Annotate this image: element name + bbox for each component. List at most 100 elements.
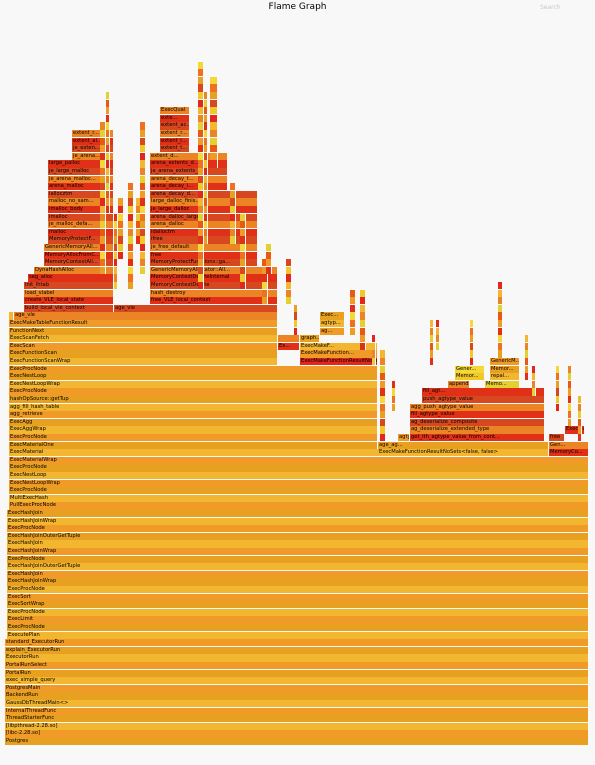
stack-frame[interactable]: PullExecProcNode: [9, 502, 589, 510]
stack-frame[interactable]: [100, 168, 106, 176]
stack-frame[interactable]: [198, 152, 204, 160]
stack-frame[interactable]: [436, 335, 440, 343]
stack-frame[interactable]: [204, 137, 208, 145]
stack-frame[interactable]: [118, 221, 124, 229]
stack-frame[interactable]: [230, 183, 236, 191]
stack-frame[interactable]: extent_d...: [150, 152, 228, 160]
stack-frame[interactable]: [140, 259, 146, 267]
stack-frame[interactable]: [100, 228, 106, 236]
stack-frame[interactable]: [198, 259, 204, 267]
stack-frame[interactable]: [436, 327, 440, 335]
stack-frame[interactable]: ExecHashJoinOuterGetTuple: [7, 532, 589, 540]
stack-frame[interactable]: [266, 266, 272, 274]
stack-frame[interactable]: ExecHashJoinWrap: [7, 517, 589, 525]
stack-frame[interactable]: [204, 92, 208, 100]
stack-frame[interactable]: [266, 259, 272, 267]
stack-frame[interactable]: [470, 342, 474, 350]
stack-frame[interactable]: [210, 130, 218, 138]
stack-frame[interactable]: GenericMemoryAll...: [44, 244, 114, 252]
stack-frame[interactable]: [430, 358, 434, 366]
stack-frame[interactable]: [498, 335, 503, 343]
stack-frame[interactable]: [128, 228, 134, 236]
stack-frame[interactable]: [140, 168, 146, 176]
stack-frame[interactable]: ExecFunctionScan: [9, 350, 278, 358]
stack-frame[interactable]: [286, 282, 292, 290]
stack-frame[interactable]: [106, 198, 110, 206]
stack-frame[interactable]: [262, 274, 268, 282]
stack-frame[interactable]: [198, 145, 204, 153]
stack-frame[interactable]: [568, 403, 572, 411]
stack-frame[interactable]: [128, 282, 134, 290]
stack-frame[interactable]: [392, 380, 396, 388]
stack-frame[interactable]: [100, 198, 106, 206]
stack-frame[interactable]: [198, 190, 204, 198]
stack-frame[interactable]: [118, 206, 124, 214]
stack-frame[interactable]: [392, 403, 396, 411]
stack-frame[interactable]: ExecAgg: [9, 418, 378, 426]
stack-frame[interactable]: [430, 327, 434, 335]
stack-frame[interactable]: extent_t...: [160, 145, 190, 153]
stack-frame[interactable]: [240, 221, 246, 229]
stack-frame[interactable]: [210, 92, 218, 100]
stack-frame[interactable]: [360, 320, 366, 328]
stack-frame[interactable]: [106, 160, 110, 168]
stack-frame[interactable]: [140, 175, 146, 183]
stack-frame[interactable]: [198, 122, 204, 130]
stack-frame[interactable]: agg_retrieve: [9, 411, 378, 419]
stack-frame[interactable]: ExecSort: [7, 593, 589, 601]
stack-frame[interactable]: ExecNestLoopWrap: [9, 380, 378, 388]
stack-frame[interactable]: je_large_malloc: [48, 168, 114, 176]
stack-frame[interactable]: ExecMaterialOne: [9, 441, 378, 449]
stack-frame[interactable]: ExecQual: [565, 426, 585, 434]
stack-frame[interactable]: [140, 152, 146, 160]
stack-frame[interactable]: [106, 137, 110, 145]
stack-frame[interactable]: [118, 251, 124, 259]
stack-frame[interactable]: [470, 358, 474, 366]
stack-frame[interactable]: [470, 327, 474, 335]
stack-frame[interactable]: [210, 152, 218, 160]
stack-frame[interactable]: ExecProcNode: [7, 555, 589, 563]
stack-frame[interactable]: [128, 266, 134, 274]
stack-frame[interactable]: ExecMakeF...: [300, 342, 378, 350]
stack-frame[interactable]: [118, 213, 124, 221]
stack-frame[interactable]: MultiExecHash: [9, 494, 589, 502]
stack-frame[interactable]: [198, 274, 204, 282]
stack-frame[interactable]: age_vle: [14, 312, 278, 320]
stack-frame[interactable]: [240, 259, 246, 267]
stack-frame[interactable]: [210, 107, 218, 115]
stack-frame[interactable]: [128, 259, 134, 267]
stack-frame[interactable]: build_local_vle_context: [24, 304, 114, 312]
stack-frame[interactable]: ExecLimit: [7, 616, 589, 624]
stack-frame[interactable]: [578, 403, 582, 411]
stack-frame[interactable]: age_ag...: [378, 441, 549, 449]
stack-frame[interactable]: [556, 403, 560, 411]
stack-frame[interactable]: [372, 350, 376, 358]
stack-frame[interactable]: [230, 213, 236, 221]
stack-frame[interactable]: MemoryContextDeleteInternal: [150, 274, 278, 282]
stack-frame[interactable]: Gen...: [549, 441, 589, 449]
stack-frame[interactable]: ag_deserialize_extended_type: [410, 426, 545, 434]
stack-frame[interactable]: arena_malloc: [48, 183, 114, 191]
stack-frame[interactable]: [286, 259, 292, 267]
stack-frame[interactable]: [204, 190, 208, 198]
search-button[interactable]: Search: [540, 4, 561, 11]
stack-frame[interactable]: [360, 335, 366, 343]
stack-frame[interactable]: [204, 99, 208, 107]
stack-frame[interactable]: [204, 213, 208, 221]
stack-frame[interactable]: [114, 236, 118, 244]
stack-frame[interactable]: [140, 137, 146, 145]
stack-frame[interactable]: free: [549, 434, 565, 442]
stack-frame[interactable]: [210, 137, 218, 145]
stack-frame[interactable]: [286, 297, 292, 305]
stack-frame[interactable]: ExecMakeTableFunctionResult: [9, 320, 278, 328]
stack-frame[interactable]: [198, 84, 204, 92]
stack-frame[interactable]: [204, 198, 208, 206]
stack-frame[interactable]: [360, 304, 366, 312]
stack-frame[interactable]: [578, 411, 582, 419]
stack-frame[interactable]: ExecQual: [160, 107, 190, 115]
stack-frame[interactable]: [286, 289, 292, 297]
stack-frame[interactable]: [294, 304, 298, 312]
stack-frame[interactable]: [350, 312, 356, 320]
stack-frame[interactable]: arena_decay_i...: [150, 183, 228, 191]
stack-frame[interactable]: [380, 396, 386, 404]
